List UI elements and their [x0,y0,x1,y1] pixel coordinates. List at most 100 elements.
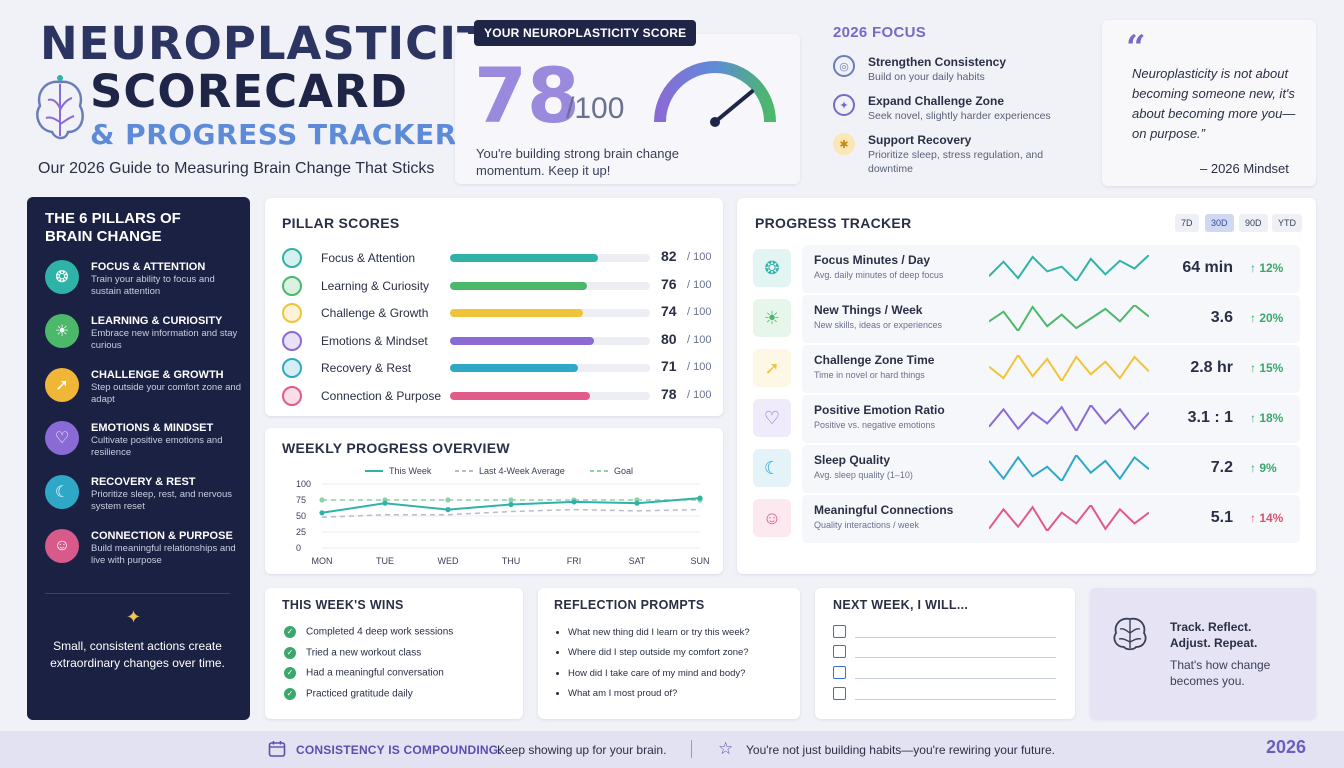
pillar-desc: Build meaningful relationships and live … [91,543,236,566]
check-icon: ✓ [284,667,296,679]
brain-icon [282,248,302,268]
tracker-sparkline [989,505,1149,531]
footer-text-2: You're not just building habits—you're r… [746,743,1055,757]
range-30d-button[interactable]: 30D [1205,214,1234,232]
pillar-score-bar [450,364,650,372]
focus-item-desc: Build on your daily habits [868,71,985,83]
tracker-metric-value: 64 min [1182,259,1233,276]
footer-text-1: Keep showing up for your brain. [497,743,667,757]
tracker-metric-desc: Positive vs. negative emotions [814,420,936,430]
focus-item-title: Strengthen Consistency [868,55,1007,69]
next-week-item[interactable] [833,687,1056,701]
tracker-row: ☺ Meaningful Connections Quality interacti… [753,495,1301,543]
pillar-title: CHALLENGE & GROWTH [91,369,224,381]
checkbox[interactable] [833,666,846,679]
pillar-score-row: Focus & Attention 82 / 100 [282,248,712,268]
brain-icon: ❂ [753,249,791,287]
range-7d-button[interactable]: 7D [1175,214,1199,232]
people-icon: ☺ [45,529,79,563]
checkbox[interactable] [833,687,846,700]
tracker-metric-value: 5.1 [1210,509,1233,526]
range-ytd-button[interactable]: YTD [1272,214,1302,232]
tracker-metric-change: ↑ 12% [1250,261,1284,275]
pillar-score-max: / 100 [687,306,712,318]
pillar-desc: Step outside your comfort zone and adapt [91,382,241,405]
win-item: ✓ Tried a new workout class [284,647,421,659]
pillar-desc: Train your ability to focus and sustain … [91,274,215,297]
tracker-row: ❂ Focus Minutes / Day Avg. daily minutes o… [753,245,1301,293]
tracker-row: ♡ Positive Emotion Ratio Positive vs. nega… [753,395,1301,443]
tracker-metric-title: Challenge Zone Time [814,353,935,367]
pillar-scores-card [265,198,723,416]
footer-bar [0,731,1344,768]
next-week-item[interactable] [833,645,1056,659]
legend-label: This Week [389,466,432,476]
tracker-metric-title: Positive Emotion Ratio [814,403,945,417]
tracker-title: PROGRESS TRACKER [755,215,912,231]
data-point [319,510,325,516]
next-week-item[interactable] [833,666,1056,680]
wins-title: THIS WEEK'S WINS [282,598,404,612]
data-point [445,497,451,503]
tracker-metric-desc: Avg. sleep quality (1–10) [814,470,913,480]
legend-label: Last 4-Week Average [479,466,565,476]
compass-icon: ✦ [833,94,855,116]
pillars-title: THE 6 PILLARS OF BRAIN CHANGE [45,210,181,245]
pillar-score-bar [450,254,650,262]
data-point [634,500,640,506]
pillar-score-bar [450,337,650,345]
pillar-title: RECOVERY & REST [91,476,196,488]
pillar-score-fill [450,337,594,345]
legend-label: Goal [614,466,633,476]
page-title-line3: & PROGRESS TRACKER [90,118,457,151]
prompt-item: What am I most proud of? [556,688,677,699]
pillar-score-max: / 100 [687,361,712,373]
y-tick-label: 0 [296,543,301,553]
next-week-card [815,588,1075,719]
checkbox[interactable] [833,645,846,658]
brain-icon [1113,617,1147,651]
x-tick-label: TUE [376,556,394,566]
focus-item-title: Support Recovery [868,133,972,147]
prompt-item: Where did I step outside my comfort zone… [556,647,749,658]
pillar-score-bar [450,282,650,290]
range-90d-button[interactable]: 90D [1239,214,1268,232]
tracker-row: ☾ Sleep Quality Avg. sleep quality (1–10) 7… [753,445,1301,493]
tracker-metric-value: 3.6 [1210,309,1233,326]
people-icon: ☺ [753,499,791,537]
tracker-metric-desc: Quality interactions / week [814,520,920,530]
weekly-chart-card [265,428,723,574]
pillar-score-label: Recovery & Rest [321,361,412,375]
pillar-score-bar [450,309,650,317]
check-icon: ✓ [284,688,296,700]
y-tick-label: 25 [296,527,306,537]
runner-icon [282,303,302,323]
score-gauge [654,61,776,127]
next-week-title: NEXT WEEK, I WILL... [833,598,969,612]
pillar-title: CONNECTION & PURPOSE [91,530,233,542]
pillar-desc: Embrace new information and stay curious [91,328,238,351]
checkbox[interactable] [833,625,846,638]
next-week-item[interactable] [833,625,1056,639]
gauge-needle [713,89,754,124]
lightbulb-icon: ☀ [753,299,791,337]
chart-title: WEEKLY PROGRESS OVERVIEW [282,440,510,456]
score-tag: YOUR NEUROPLASTICITY SCORE [474,20,697,46]
pillar-desc: Cultivate positive emotions and resilien… [91,435,223,458]
x-tick-label: SAT [629,556,646,566]
pillar-score-label: Learning & Curiosity [321,279,430,293]
y-tick-label: 75 [296,495,306,505]
tracker-sparkline [989,305,1149,331]
pillar-title: EMOTIONS & MINDSET [91,422,214,434]
score-max: /100 [566,92,625,125]
track-card-subtitle: That's how change becomes you. [1170,658,1271,688]
data-point [508,497,514,503]
moon-icon [282,358,302,378]
pillar-score-fill [450,309,584,317]
focus-item-title: Expand Challenge Zone [868,94,1005,108]
focus-title: 2026 FOCUS [833,24,927,41]
pillar-score-max: / 100 [687,389,712,401]
pillar-score-fill [450,282,587,290]
pillar-score-label: Connection & Purpose [321,389,442,403]
prompt-item: How did I take care of my mind and body? [556,668,745,679]
